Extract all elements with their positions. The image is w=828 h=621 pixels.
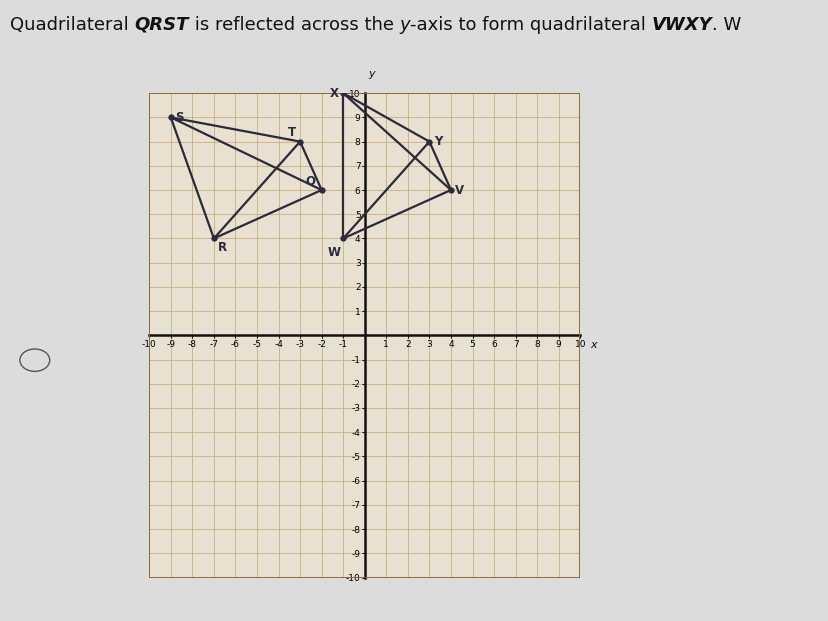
- Text: -axis to form quadrilateral: -axis to form quadrilateral: [410, 16, 651, 34]
- Text: y: y: [399, 16, 410, 34]
- Text: W: W: [328, 246, 340, 259]
- Text: V: V: [455, 184, 464, 196]
- Text: T: T: [287, 126, 296, 139]
- Text: Q: Q: [305, 175, 315, 188]
- Text: R: R: [218, 241, 227, 254]
- Text: is reflected across the: is reflected across the: [189, 16, 399, 34]
- Text: X: X: [330, 87, 339, 99]
- Text: Y: Y: [433, 135, 441, 148]
- Text: VWXY: VWXY: [651, 16, 711, 34]
- Text: S: S: [175, 111, 183, 124]
- Text: y: y: [368, 68, 374, 79]
- Text: x: x: [590, 340, 596, 350]
- Text: Quadrilateral: Quadrilateral: [10, 16, 134, 34]
- Text: QRST: QRST: [134, 16, 189, 34]
- Text: . W: . W: [711, 16, 741, 34]
